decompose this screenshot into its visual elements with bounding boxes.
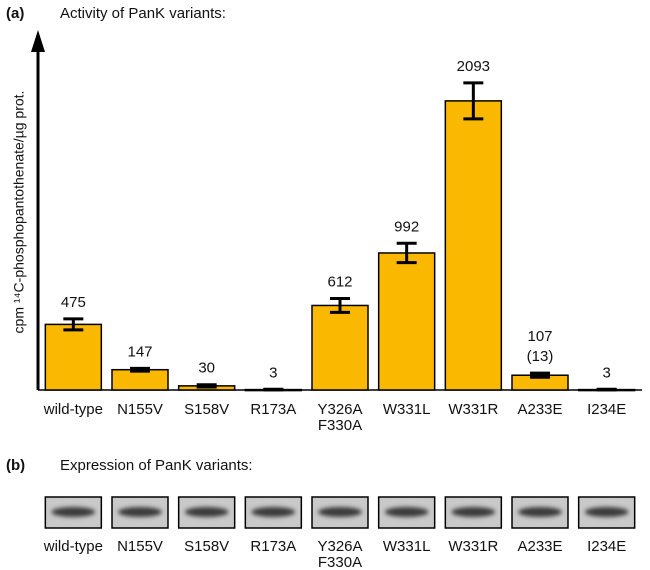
x-tick-label: W331L	[383, 401, 431, 418]
annotation: (13)	[527, 348, 554, 365]
value-label: 107	[527, 328, 552, 345]
blot-band	[518, 507, 562, 517]
blot-band	[318, 507, 362, 517]
x-tick-label: I234E	[587, 401, 626, 418]
lane-label: N155V	[117, 538, 163, 555]
lane-label: R173A	[250, 538, 296, 555]
x-tick-label: N155V	[117, 401, 163, 418]
y-axis-label: cpm ¹⁴C-phosphopantothenate/µg prot.	[11, 91, 27, 334]
blot-band	[51, 507, 96, 517]
x-tick-label: Y326A F330A	[317, 401, 362, 434]
blot-band	[584, 507, 629, 517]
x-tick-label: W331R	[448, 401, 498, 418]
panel-label: (a)	[6, 5, 24, 22]
x-tick-label: S158V	[184, 401, 229, 418]
lane-label: Y326A F330A	[317, 538, 362, 570]
lane-label: wild-type	[43, 538, 103, 555]
blot-band	[251, 507, 296, 517]
lane-label: A233E	[517, 538, 562, 555]
value-label: 475	[61, 294, 86, 311]
value-label: 3	[269, 364, 277, 381]
bar	[44, 323, 103, 391]
value-label: 992	[394, 218, 419, 235]
bar	[377, 252, 436, 391]
lane-label: W331L	[383, 538, 431, 555]
lane-label: W331R	[448, 538, 498, 555]
chart-title: Activity of PanK variants:	[60, 5, 226, 22]
lane-label: S158V	[184, 538, 229, 555]
x-tick-label: wild-type	[43, 401, 103, 418]
blot-band	[451, 507, 496, 517]
lane-label: I234E	[587, 538, 626, 555]
panel-label: (b)	[6, 457, 25, 474]
value-label: 147	[127, 343, 152, 360]
value-label: 3	[602, 364, 610, 381]
blot-band	[384, 507, 429, 517]
y-axis-arrow	[31, 30, 45, 52]
x-tick-label: R173A	[250, 401, 296, 418]
bar	[311, 304, 369, 391]
x-tick-label: A233E	[517, 401, 562, 418]
value-label: 612	[327, 274, 352, 291]
blot-band	[118, 507, 162, 517]
bar	[111, 368, 169, 391]
bar	[444, 100, 503, 391]
blot-band	[184, 507, 229, 517]
value-label: 30	[198, 360, 215, 377]
value-label: 2093	[457, 58, 490, 75]
panel-title: Expression of PanK variants:	[60, 457, 253, 474]
